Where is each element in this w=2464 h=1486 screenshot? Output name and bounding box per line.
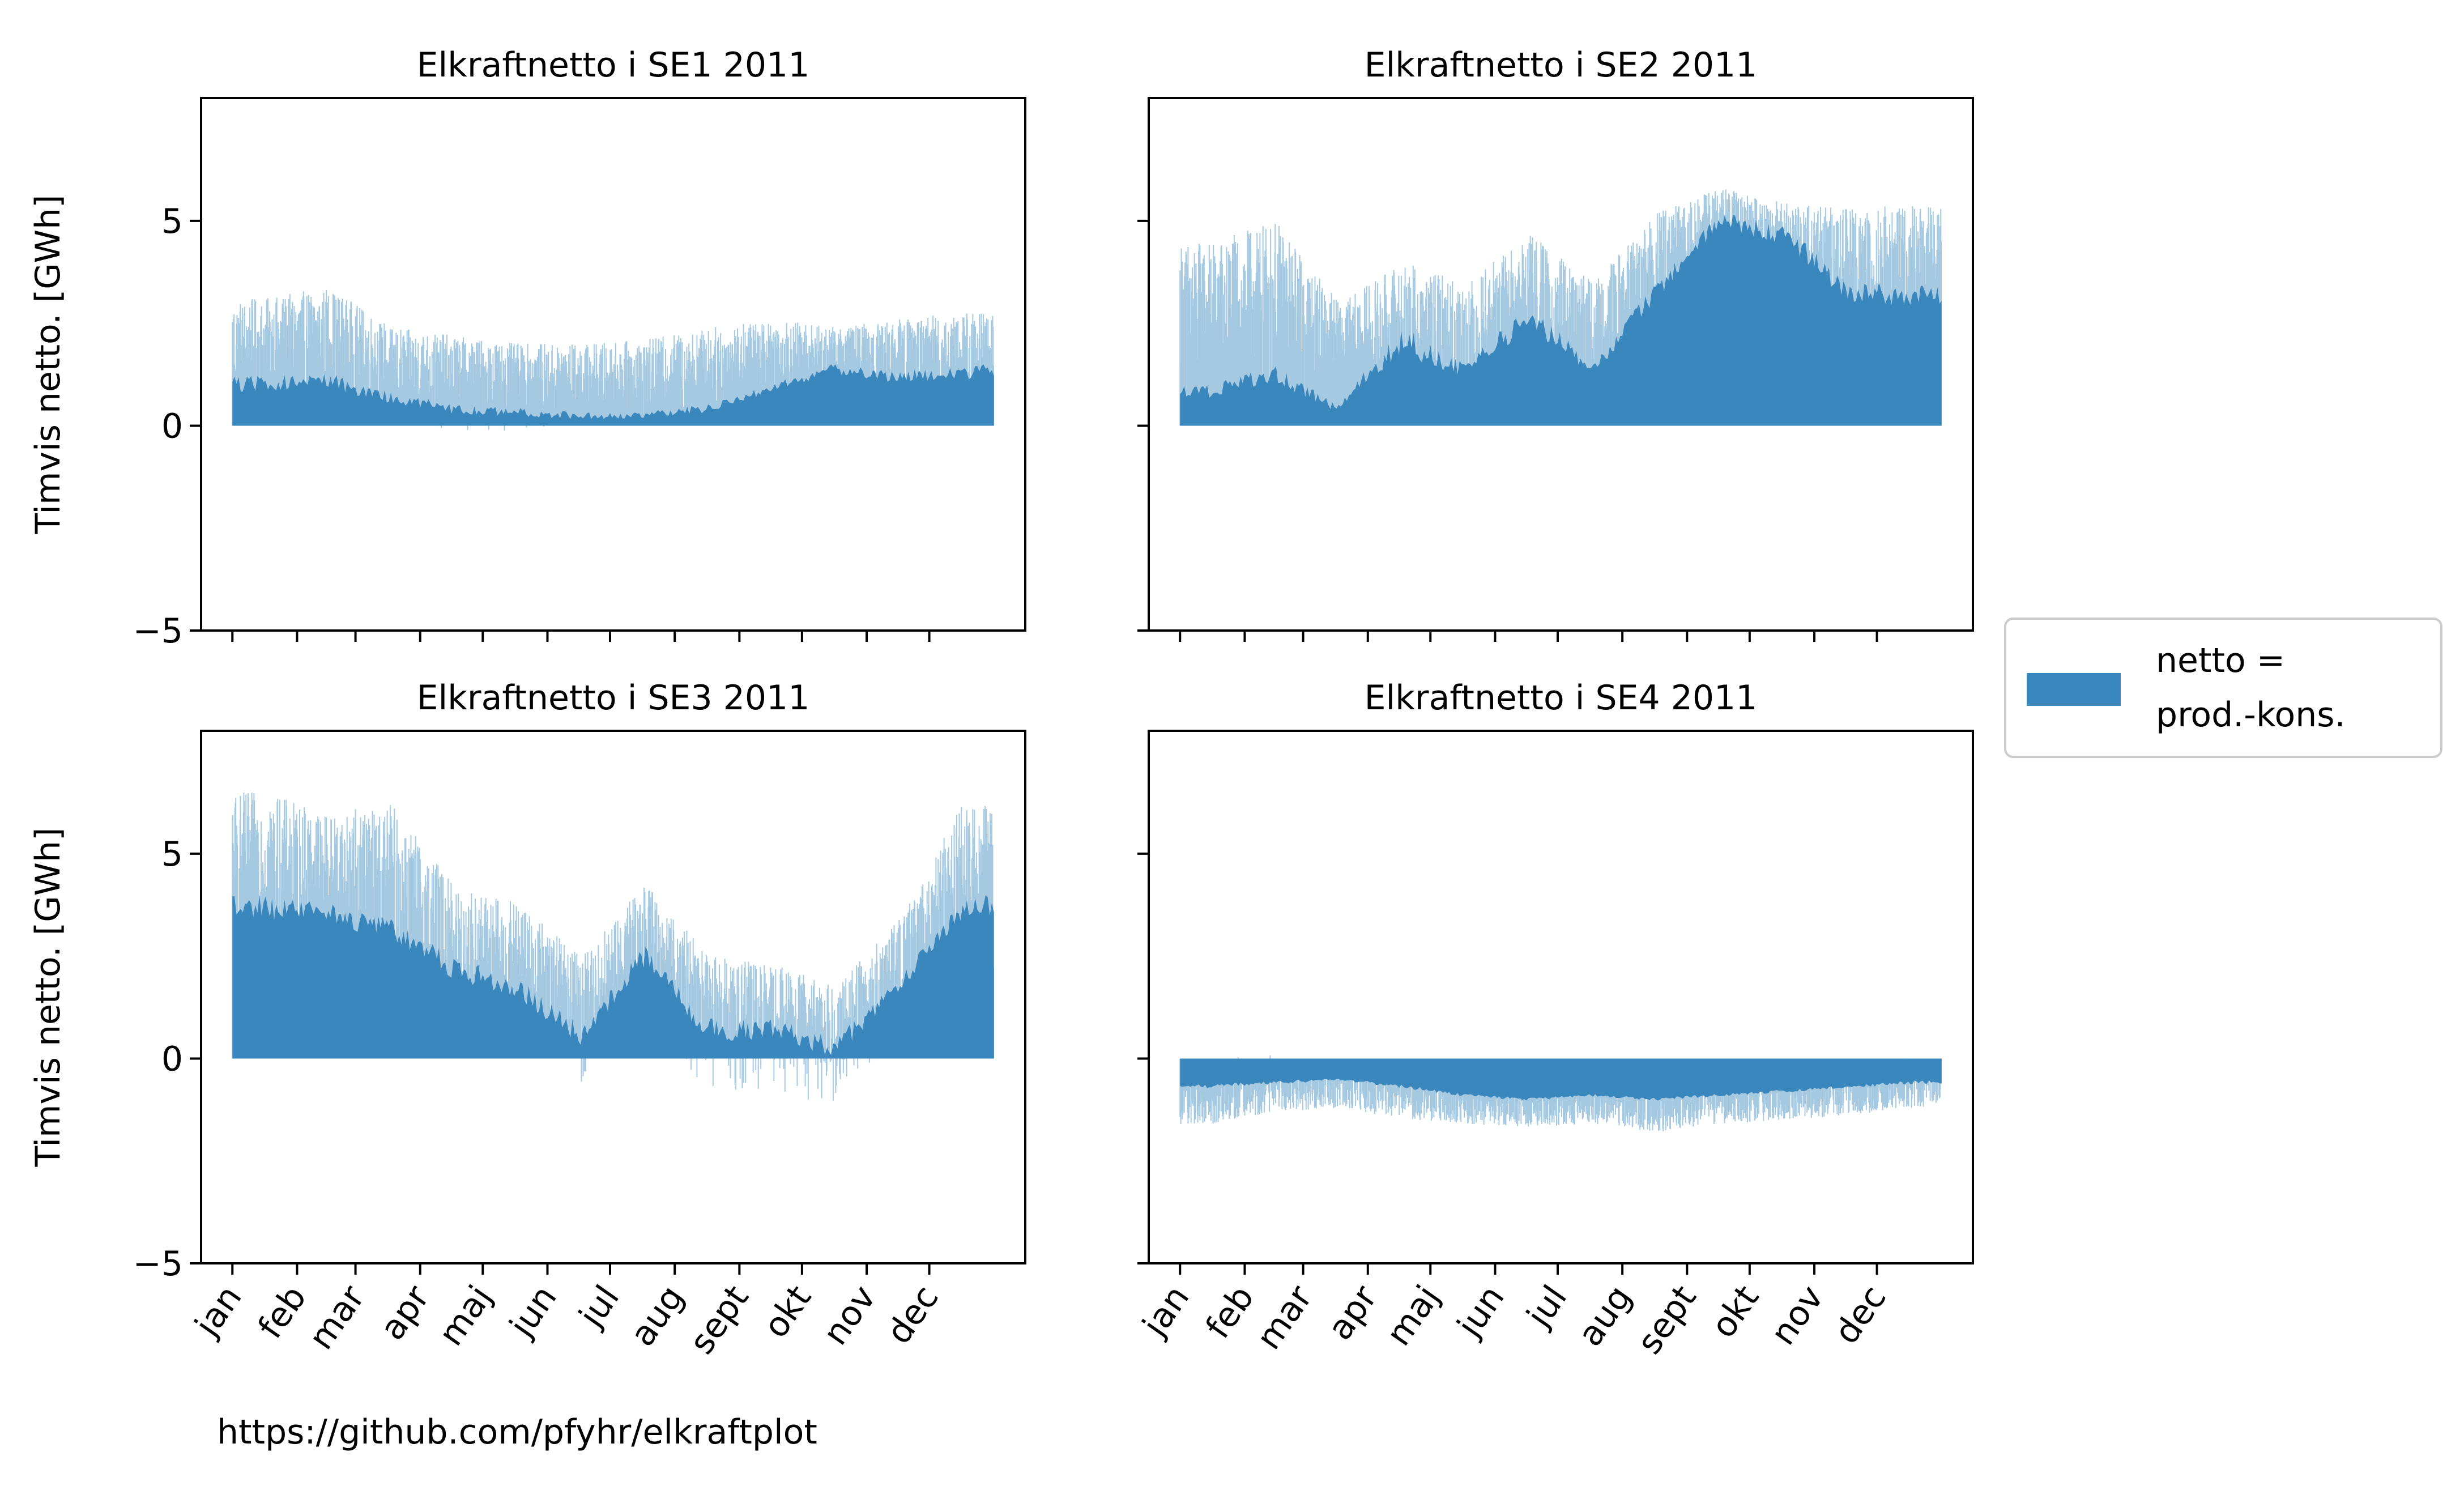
xtick-label: apr <box>373 1278 438 1347</box>
xtick-label: jan <box>1135 1278 1197 1344</box>
xtick-label: mar <box>301 1278 373 1357</box>
subplot-title: Elkraftnetto i SE1 2011 <box>417 45 810 85</box>
netto-area <box>1180 215 1942 426</box>
xtick-label: jul <box>1519 1278 1575 1335</box>
xtick-label: sept <box>1630 1278 1704 1361</box>
xtick-label: nov <box>1763 1278 1832 1352</box>
xtick-label: aug <box>1570 1278 1639 1353</box>
y-axis-label: Timvis netto. [GWh] <box>28 828 68 1168</box>
xtick-label: jul <box>571 1278 627 1335</box>
axes-frame <box>200 97 1026 632</box>
legend-label-line2: prod.-kons. <box>2156 695 2346 735</box>
xtick-label: maj <box>431 1278 500 1353</box>
subplot-title: Elkraftnetto i SE2 2011 <box>1365 45 1758 85</box>
xtick-label: nov <box>816 1278 884 1352</box>
legend-frame <box>2004 618 2442 758</box>
y-axis-label: Timvis netto. [GWh] <box>28 195 68 535</box>
xtick-label: jun <box>501 1278 565 1345</box>
xtick-label: aug <box>623 1278 692 1353</box>
axes-frame <box>200 730 1026 1264</box>
legend: netto = prod.-kons. <box>2004 618 2442 758</box>
axes-frame <box>1148 97 1974 632</box>
area-series <box>232 793 994 1101</box>
subplot-3: Elkraftnetto i SE3 2011 −5 0 5 Timvis netto.… <box>28 678 1026 1361</box>
subplot-title: Elkraftnetto i SE4 2011 <box>1365 678 1758 718</box>
legend-swatch <box>2027 673 2121 706</box>
xtick-label: okt <box>756 1278 819 1345</box>
subplot-1: Elkraftnetto i SE1 2011 −5 0 5 Timvis netto.… <box>28 45 1026 651</box>
credit-url: https://github.com/pfyhr/elkraftplot <box>217 1412 817 1452</box>
axes-frame <box>1148 730 1974 1264</box>
xtick-label: maj <box>1379 1278 1448 1353</box>
ytick-label: 0 <box>161 406 183 446</box>
subplot-title: Elkraftnetto i SE3 2011 <box>417 678 810 718</box>
xtick-label: apr <box>1320 1278 1386 1347</box>
xtick-label: mar <box>1249 1278 1320 1357</box>
xtick-label: okt <box>1703 1278 1767 1345</box>
area-series <box>1179 1055 1942 1131</box>
ytick-label: −5 <box>133 1244 183 1284</box>
netto-area <box>1180 1058 1942 1101</box>
ytick-label: 5 <box>161 834 183 874</box>
xtick-label: jan <box>187 1278 250 1344</box>
netto-area <box>232 895 994 1059</box>
legend-label-line1: netto = <box>2156 641 2285 680</box>
xtick-label: jun <box>1449 1278 1512 1345</box>
subplot-2: Elkraftnetto i SE2 2011 <box>1137 45 1974 642</box>
netto-area <box>232 364 994 426</box>
xtick-label: dec <box>879 1278 947 1351</box>
ytick-label: 0 <box>161 1039 183 1079</box>
subplots: Elkraftnetto i SE1 2011 −5 0 5 Timvis netto.… <box>28 45 1974 1361</box>
ytick-label: −5 <box>133 611 183 651</box>
area-series <box>232 289 994 431</box>
area-series <box>1179 189 1942 426</box>
xtick-label: dec <box>1827 1278 1894 1351</box>
ytick-label: 5 <box>161 202 183 241</box>
xtick-label: sept <box>682 1278 757 1361</box>
